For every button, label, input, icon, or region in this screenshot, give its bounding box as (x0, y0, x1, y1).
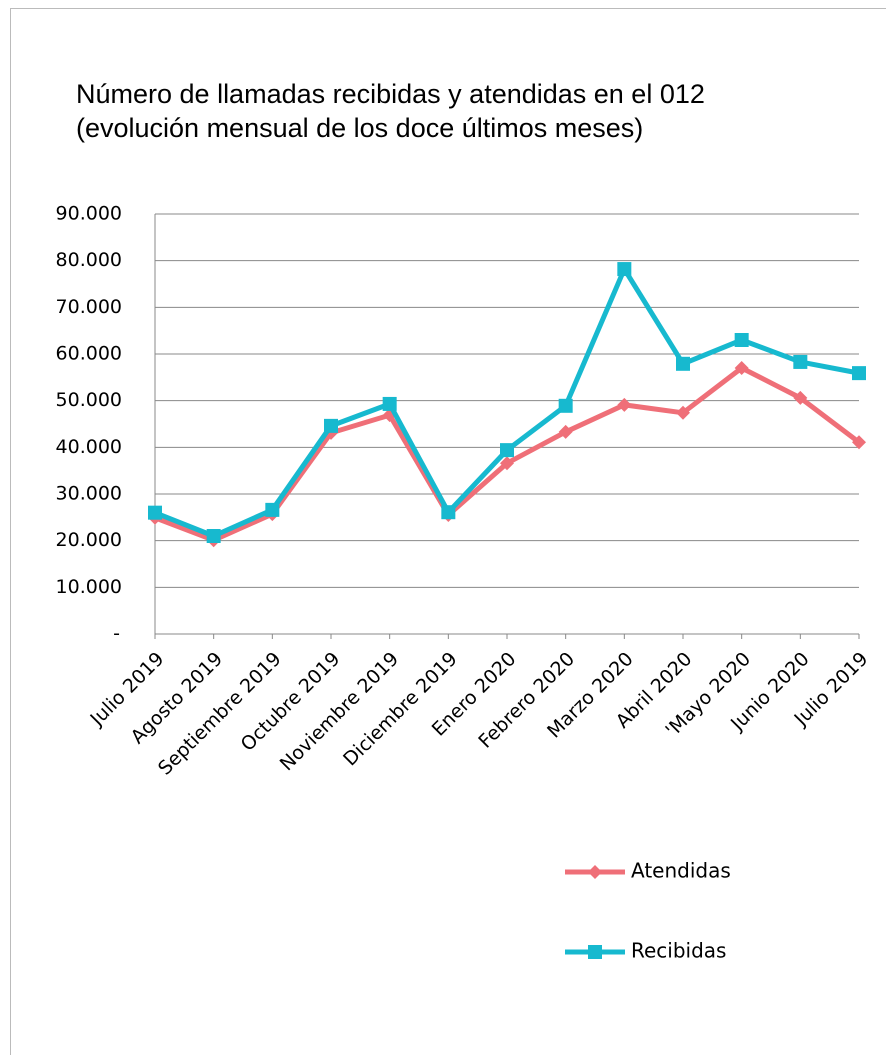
marker (734, 361, 749, 375)
marker (500, 456, 514, 471)
marker (324, 418, 338, 433)
marker (793, 390, 808, 405)
marker (441, 505, 456, 520)
marker (588, 865, 602, 879)
marker (676, 356, 690, 371)
y-tick-label: 70.000 (56, 296, 122, 318)
frame (10, 8, 886, 1055)
marker (588, 945, 602, 959)
legend-label: Recibidas (631, 939, 726, 963)
y-tick-label: 90.000 (56, 203, 122, 225)
y-tick-label: 80.000 (56, 249, 122, 271)
marker (617, 262, 632, 277)
marker (852, 435, 866, 450)
y-tick-label: 30.000 (56, 483, 122, 505)
marker (382, 396, 397, 411)
y-tick-label: 60.000 (56, 343, 122, 365)
chart-subtitle: (evolución mensual de los doce últimos m… (76, 113, 643, 143)
marker (500, 443, 514, 458)
marker (148, 505, 162, 520)
legend-label: Atendidas (631, 859, 731, 883)
y-tick-label: - (113, 623, 120, 645)
marker (852, 366, 866, 381)
chart-title: Número de llamadas recibidas y atendidas… (76, 79, 705, 109)
y-tick-label: 50.000 (56, 389, 122, 411)
series-line (154, 266, 860, 539)
marker (558, 424, 573, 439)
y-tick-label: 40.000 (56, 436, 122, 458)
marker (265, 502, 280, 517)
marker (676, 405, 690, 420)
y-tick-label: 20.000 (56, 529, 122, 551)
marker (206, 529, 221, 543)
marker (734, 333, 749, 347)
y-tick-label: 10.000 (56, 576, 122, 598)
marker (617, 397, 632, 412)
marker (793, 354, 808, 369)
marker (558, 398, 573, 413)
